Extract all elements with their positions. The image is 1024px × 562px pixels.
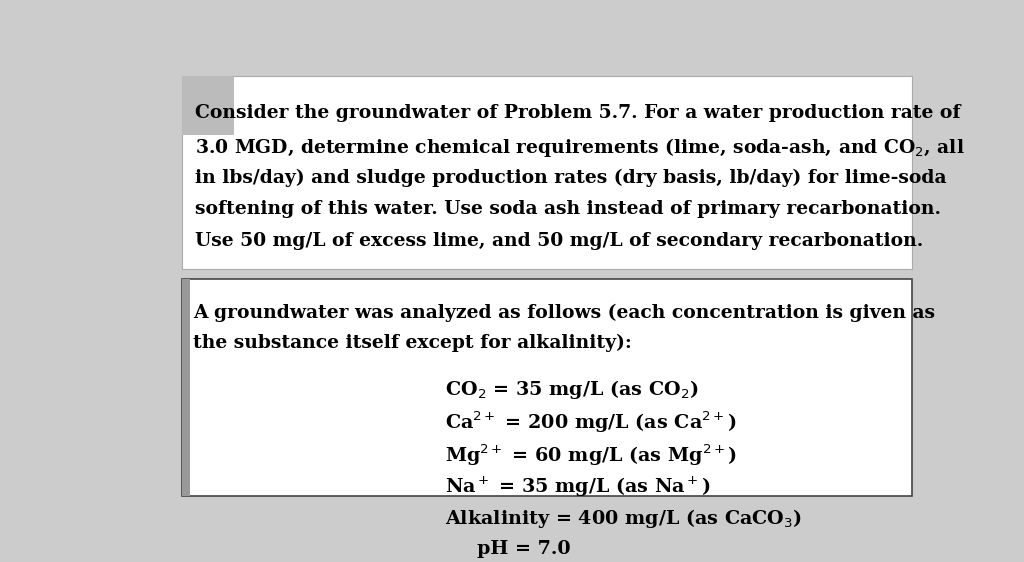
Text: 3.0 MGD, determine chemical requirements (lime, soda-ash, and CO$_2$, all: 3.0 MGD, determine chemical requirements… <box>196 136 966 159</box>
Text: Alkalinity = 400 mg/L (as CaCO$_3$): Alkalinity = 400 mg/L (as CaCO$_3$) <box>445 507 803 531</box>
Text: A groundwater was analyzed as follows (each concentration is given as: A groundwater was analyzed as follows (e… <box>194 303 935 321</box>
Bar <box>182 279 189 496</box>
Text: Use 50 mg/L of excess lime, and 50 mg/L of secondary recarbonation.: Use 50 mg/L of excess lime, and 50 mg/L … <box>196 232 924 250</box>
FancyBboxPatch shape <box>182 76 912 269</box>
Text: Ca$^{2+}$ = 200 mg/L (as Ca$^{2+}$): Ca$^{2+}$ = 200 mg/L (as Ca$^{2+}$) <box>445 410 737 436</box>
Text: Na$^+$ = 35 mg/L (as Na$^+$): Na$^+$ = 35 mg/L (as Na$^+$) <box>445 475 711 499</box>
Bar <box>182 76 233 134</box>
Text: Consider the groundwater of Problem 5.7. For a water production rate of: Consider the groundwater of Problem 5.7.… <box>196 104 961 122</box>
FancyBboxPatch shape <box>182 279 912 496</box>
Text: Mg$^{2+}$ = 60 mg/L (as Mg$^{2+}$): Mg$^{2+}$ = 60 mg/L (as Mg$^{2+}$) <box>445 442 737 468</box>
Text: CO$_2$ = 35 mg/L (as CO$_2$): CO$_2$ = 35 mg/L (as CO$_2$) <box>445 378 699 401</box>
Text: in lbs/day) and sludge production rates (dry basis, lb/day) for lime-soda: in lbs/day) and sludge production rates … <box>196 168 947 187</box>
Text: softening of this water. Use soda ash instead of primary recarbonation.: softening of this water. Use soda ash in… <box>196 200 941 218</box>
Text: pH = 7.0: pH = 7.0 <box>477 540 570 558</box>
Text: the substance itself except for alkalinity):: the substance itself except for alkalini… <box>194 334 632 352</box>
